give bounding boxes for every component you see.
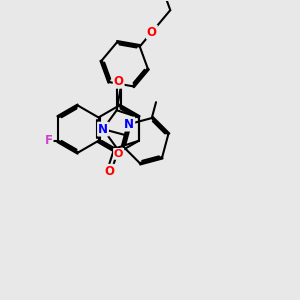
Text: O: O (147, 26, 157, 39)
Text: F: F (45, 134, 52, 147)
Text: N: N (124, 118, 134, 130)
Text: O: O (114, 149, 123, 159)
Text: O: O (114, 75, 124, 88)
Text: O: O (104, 165, 114, 178)
Text: N: N (98, 123, 108, 136)
